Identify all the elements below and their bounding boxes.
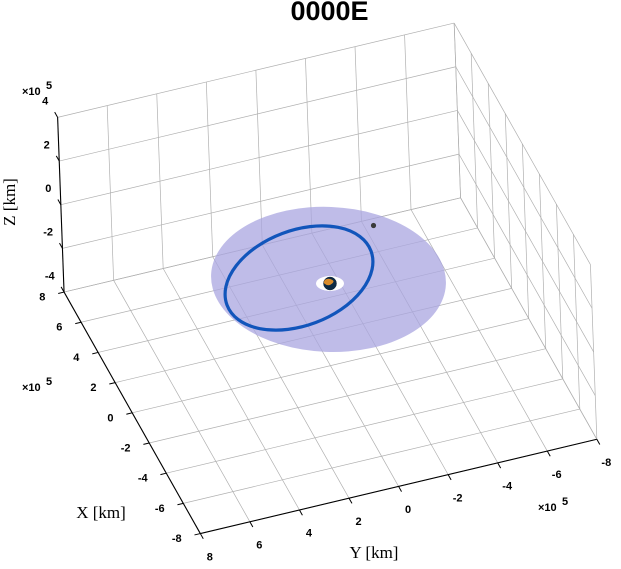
svg-text:×10: ×10 <box>22 382 41 394</box>
svg-text:2: 2 <box>355 516 361 528</box>
svg-text:5: 5 <box>46 80 52 92</box>
svg-text:-8: -8 <box>172 533 182 545</box>
svg-text:-6: -6 <box>155 503 165 515</box>
svg-text:5: 5 <box>46 376 52 388</box>
svg-text:Y [km]: Y [km] <box>350 543 399 562</box>
svg-text:4: 4 <box>306 528 313 540</box>
svg-text:4: 4 <box>42 96 49 108</box>
svg-text:6: 6 <box>256 540 262 552</box>
svg-text:-6: -6 <box>552 469 562 481</box>
svg-text:2: 2 <box>90 382 96 394</box>
svg-text:2: 2 <box>44 139 50 151</box>
svg-text:-4: -4 <box>138 473 149 485</box>
svg-text:-4: -4 <box>502 481 513 493</box>
svg-text:X [km]: X [km] <box>76 503 126 522</box>
svg-text:Z [km]: Z [km] <box>0 178 19 226</box>
svg-text:0: 0 <box>107 412 113 424</box>
svg-text:0: 0 <box>45 183 51 195</box>
svg-text:8: 8 <box>39 292 45 304</box>
svg-text:6: 6 <box>56 322 62 334</box>
svg-text:-4: -4 <box>45 270 56 282</box>
svg-text:4: 4 <box>73 352 80 364</box>
svg-text:8: 8 <box>207 551 213 563</box>
svg-text:0: 0 <box>405 504 411 516</box>
svg-text:×10: ×10 <box>22 86 41 98</box>
svg-text:-2: -2 <box>43 227 53 239</box>
svg-text:-2: -2 <box>453 492 463 504</box>
svg-text:5: 5 <box>562 496 568 508</box>
svg-text:-2: -2 <box>121 442 131 454</box>
svg-text:×10: ×10 <box>538 502 557 514</box>
svg-text:-8: -8 <box>601 457 611 469</box>
